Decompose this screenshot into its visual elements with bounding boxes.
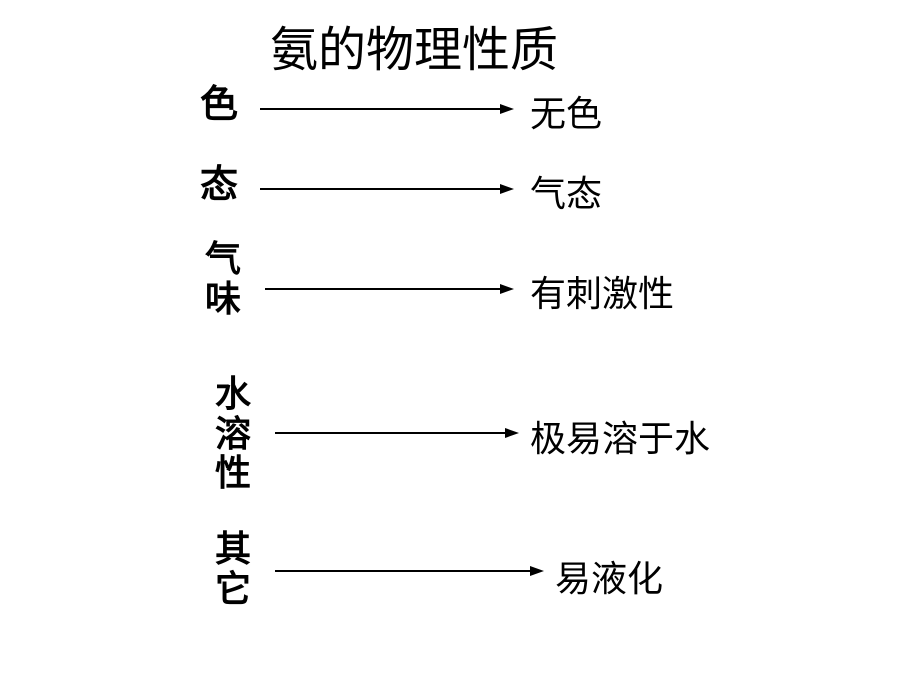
- arrow-line: [275, 570, 530, 572]
- arrow-head: [530, 566, 544, 576]
- arrow-head: [500, 184, 514, 194]
- page-title: 氨的物理性质: [270, 10, 558, 80]
- arrow-head: [500, 104, 514, 114]
- arrow-line: [260, 108, 500, 110]
- property-value-smell: 有刺激性: [530, 265, 674, 317]
- arrow-head: [500, 284, 514, 294]
- property-value-color: 无色: [530, 85, 602, 137]
- property-label-state: 态: [200, 165, 238, 207]
- arrow-line: [260, 188, 500, 190]
- property-label-color: 色: [200, 85, 238, 127]
- arrow-line: [275, 432, 505, 434]
- property-value-solubility: 极易溶于水: [530, 410, 710, 462]
- arrow-head: [505, 428, 519, 438]
- property-label-solubility: 水溶性: [215, 375, 251, 494]
- property-value-other: 易液化: [555, 550, 663, 602]
- property-label-other: 其它: [215, 530, 251, 609]
- property-value-state: 气态: [530, 165, 602, 217]
- arrow-line: [265, 288, 500, 290]
- diagram-container: 氨的物理性质 色 无色 态 气态 气味 有刺激性 水溶性 极易溶于水 其它 易液…: [0, 0, 920, 690]
- property-label-smell: 气味: [205, 240, 241, 319]
